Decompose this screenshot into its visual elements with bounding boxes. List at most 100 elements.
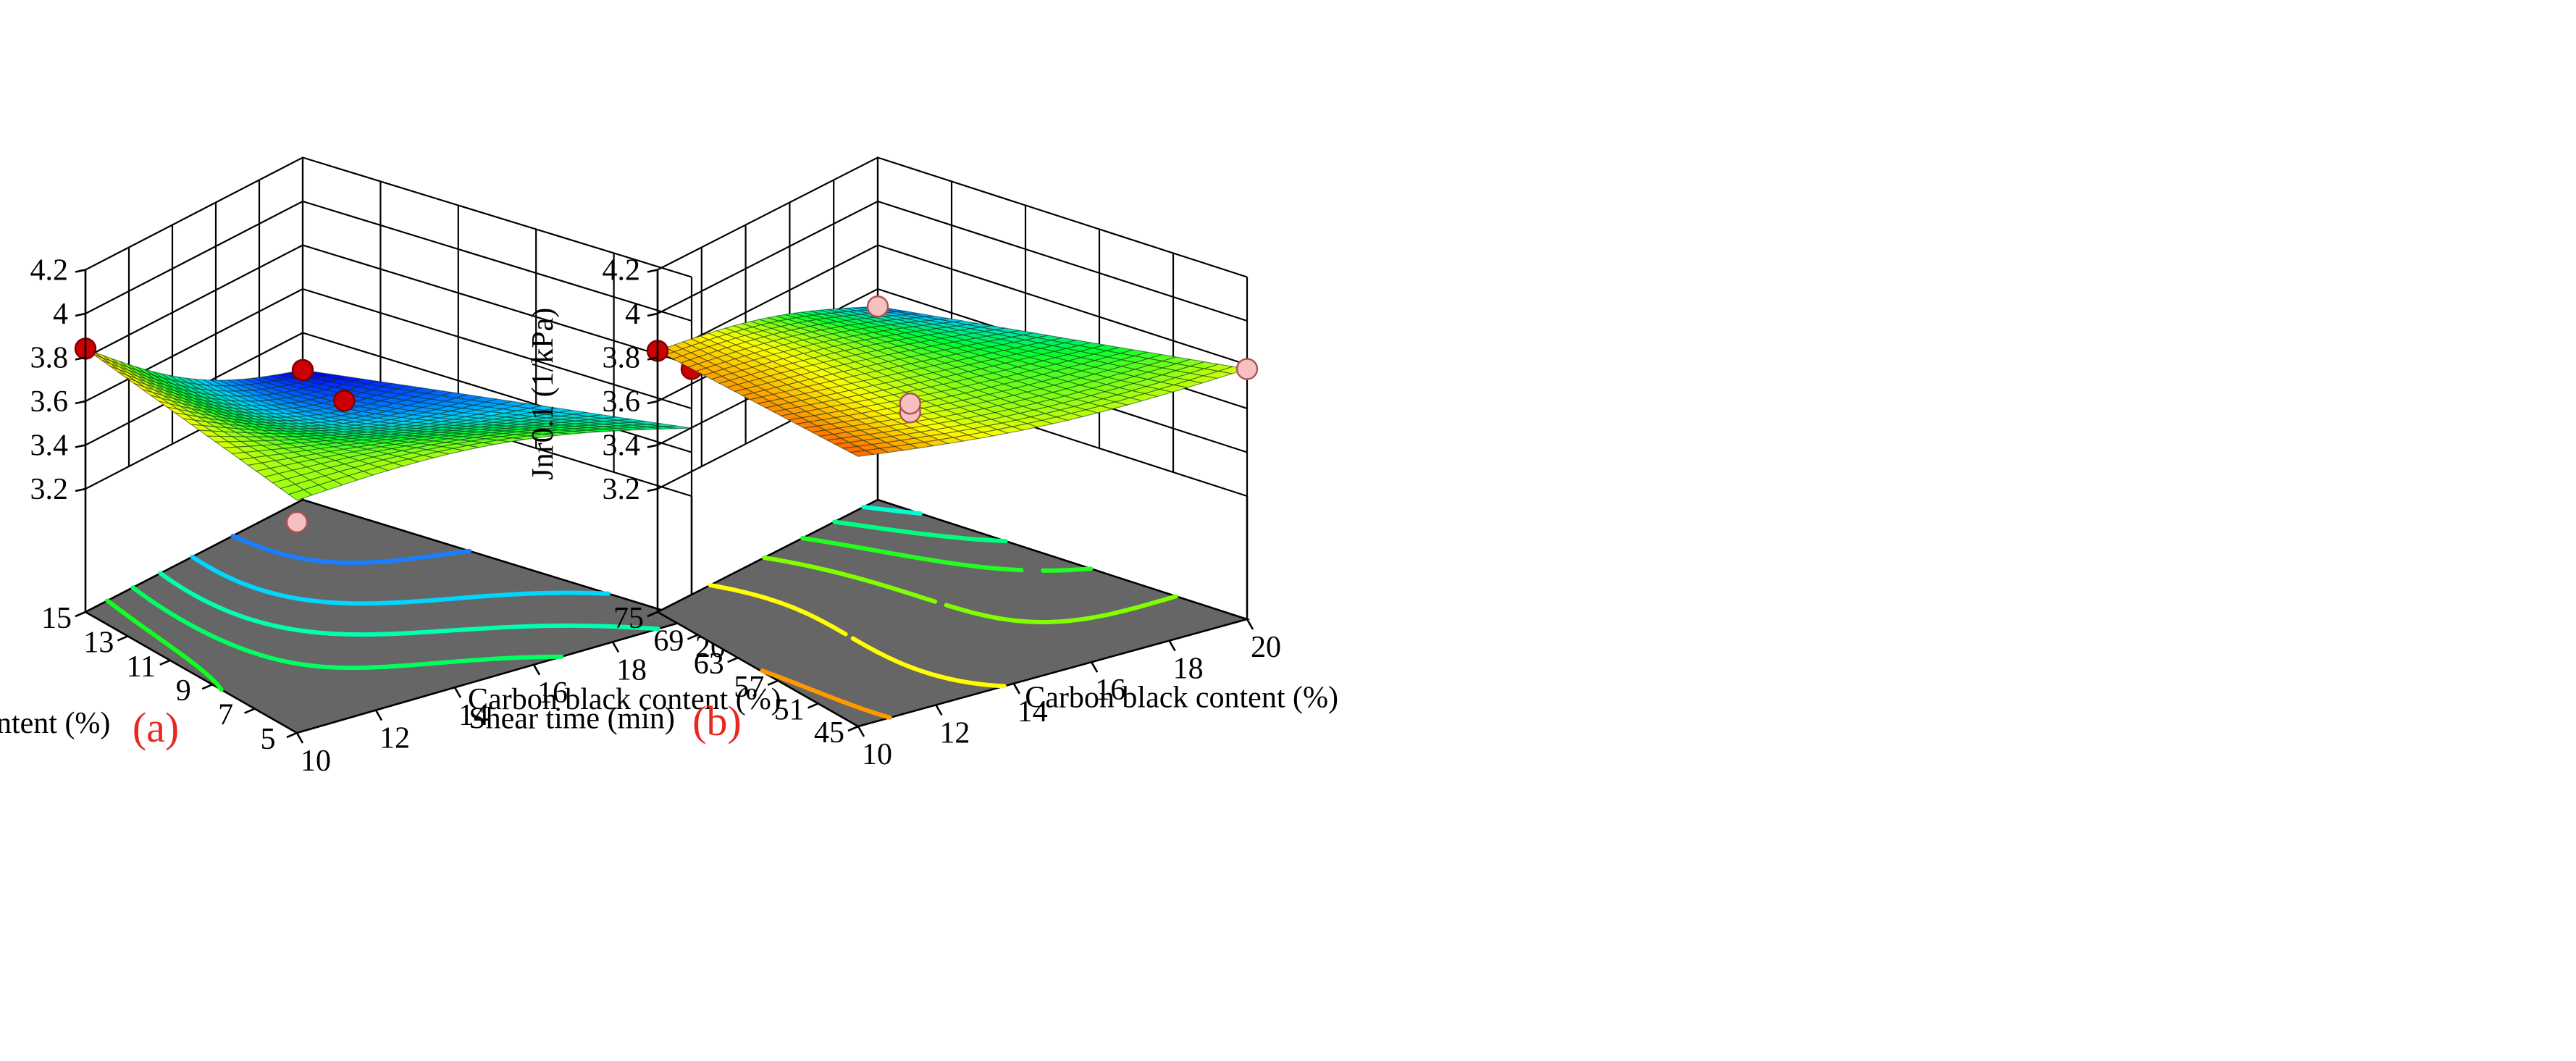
wall-grid-line	[85, 288, 692, 410]
x-tick-label: 10	[301, 745, 331, 778]
x-tick-label: 16	[537, 676, 568, 710]
wall-grid-line	[85, 200, 692, 322]
z-tick-label: 3.8	[603, 342, 641, 375]
z-axis: 3.2 3.4 3.6 3.8 4 4.2	[603, 254, 659, 506]
y-tick-mark	[75, 611, 86, 618]
y-tick-label: 15	[41, 602, 72, 635]
x-tick-label: 12	[379, 722, 410, 755]
y-tick-label: 9	[176, 674, 191, 708]
y-tick-label: 63	[694, 647, 724, 681]
x-tick-mark	[1168, 639, 1176, 652]
z-tick-label: 3.6	[603, 385, 641, 419]
contour-line	[762, 555, 1178, 624]
wall-grid-line	[85, 156, 692, 278]
y-tick-label: 45	[814, 716, 844, 750]
z-tick-mark	[75, 400, 86, 405]
panel-label: (a)	[133, 704, 179, 751]
x-axis: 10 12 14 16 18 20	[857, 618, 1281, 771]
wall-grid-line	[657, 156, 1248, 278]
x-tick-mark	[1246, 618, 1254, 630]
z-tick-mark	[75, 312, 86, 317]
z-tick-mark	[75, 356, 86, 361]
x-tick-label: 18	[616, 653, 647, 687]
z-tick-label: 3.6	[30, 385, 69, 419]
y-tick-label: 57	[734, 671, 764, 704]
x-tick-label: 14	[1018, 695, 1048, 729]
z-tick-label: 3.4	[603, 429, 641, 463]
x-tick-mark	[453, 687, 462, 698]
x-tick-label: 20	[1251, 631, 1281, 664]
y-axis-title: Bio-oil content (%)	[0, 707, 110, 740]
wall-grid-line	[657, 200, 1248, 322]
contour-line	[190, 554, 611, 606]
x-tick-mark	[1091, 661, 1099, 673]
y-tick-label: 69	[653, 625, 684, 658]
y-tick-mark	[201, 684, 213, 690]
z-tick-label: 4.2	[30, 254, 69, 288]
y-axis: 45 51 57 63 69 75	[613, 602, 859, 750]
z-tick-label: 4	[53, 298, 68, 331]
x-axis-title: Carbon black content (%)	[468, 683, 781, 716]
z-axis-title: Jnr0.1 (1/kPa)	[526, 308, 560, 480]
x-tick-mark	[532, 664, 541, 676]
wall-grid-line	[85, 244, 692, 366]
contour-line	[800, 536, 1094, 573]
z-tick-label: 3.2	[30, 473, 69, 506]
response-surface	[656, 306, 1248, 457]
x-tick-label: 10	[862, 738, 892, 771]
z-tick-label: 3.8	[30, 342, 69, 375]
x-tick-label: 16	[1095, 674, 1125, 707]
design-point-marker	[285, 511, 309, 534]
x-tick-mark	[1012, 683, 1020, 695]
z-tick-label: 3.2	[603, 473, 641, 506]
z-axis: 3.2 3.4 3.6 3.8 4 4.2	[30, 254, 87, 506]
design-points	[646, 295, 1259, 424]
x-tick-label: 12	[939, 716, 970, 750]
y-tick-mark	[647, 611, 658, 618]
contour-line	[105, 598, 224, 692]
design-point-marker	[866, 295, 889, 318]
y-tick-mark	[687, 634, 698, 640]
y-tick-label: 13	[83, 626, 114, 659]
z-tick-mark	[647, 356, 658, 361]
z-tick-mark	[647, 444, 658, 448]
y-tick-label: 75	[613, 602, 644, 635]
contour-line	[230, 533, 472, 566]
design-point-marker	[291, 358, 314, 382]
z-tick-label: 3.4	[30, 429, 69, 463]
z-tick-mark	[647, 312, 658, 317]
z-tick-mark	[647, 269, 658, 273]
z-tick-mark	[647, 400, 658, 405]
contour-line	[760, 668, 892, 720]
y-tick-label: 5	[261, 723, 276, 756]
x-tick-mark	[857, 726, 865, 737]
y-tick-mark	[117, 635, 128, 642]
x-axis-title: Carbon black content (%)	[1025, 681, 1338, 714]
chart-panel-b: 3.2 3.4 3.6 3.8 4 4.2 Jnr0.1 (1/kPa) 10 12 14 16 18…	[469, 156, 1338, 771]
design-point-marker	[899, 393, 921, 415]
floor-contours	[708, 505, 1178, 720]
y-tick-mark	[767, 679, 779, 686]
design-point-marker	[1235, 358, 1259, 380]
y-tick-mark	[244, 708, 256, 714]
y-axis: 579 11 13 15	[41, 602, 298, 756]
z-tick-label: 4	[625, 298, 640, 331]
contour-line	[832, 519, 1008, 544]
y-tick-label: 7	[218, 699, 233, 732]
x-tick-mark	[935, 704, 943, 716]
z-tick-mark	[647, 487, 658, 492]
response-surface	[85, 348, 692, 501]
contour-line	[158, 571, 660, 637]
z-tick-mark	[75, 444, 86, 448]
chart-panel-a: 3.2 3.4 3.6 3.8 4 4.2 Jnr0.1 (1/kPa) 10 12 14 16 18…	[0, 156, 781, 778]
x-tick-mark	[611, 641, 620, 653]
y-tick-mark	[286, 731, 298, 739]
panel-label: (b)	[692, 697, 742, 745]
y-axis-title: Shear time (min)	[469, 703, 675, 736]
design-point-marker	[333, 390, 356, 412]
y-tick-label: 11	[127, 650, 156, 684]
contour-line	[861, 505, 923, 516]
y-tick-mark	[727, 657, 739, 663]
y-tick-label: 51	[774, 693, 805, 726]
